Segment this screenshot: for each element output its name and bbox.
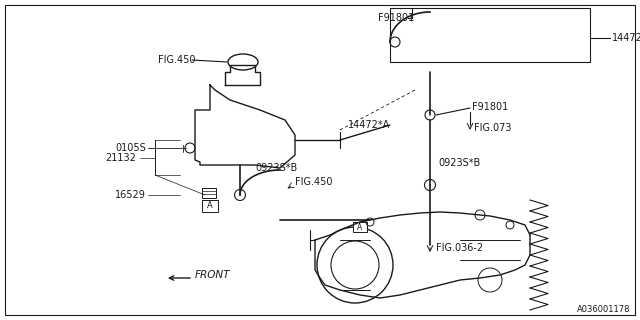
Text: F91801: F91801 xyxy=(378,13,414,23)
Text: 14472*B: 14472*B xyxy=(612,33,640,43)
Text: FIG.450: FIG.450 xyxy=(158,55,195,65)
Text: 21132: 21132 xyxy=(105,153,136,163)
Text: FRONT: FRONT xyxy=(195,270,230,280)
Text: A: A xyxy=(357,222,363,231)
Text: 0923S*B: 0923S*B xyxy=(255,163,297,173)
Text: 0105S: 0105S xyxy=(115,143,146,153)
Text: 16529: 16529 xyxy=(115,190,146,200)
Text: FIG.036-2: FIG.036-2 xyxy=(436,243,483,253)
Text: F91801: F91801 xyxy=(472,102,508,112)
Bar xyxy=(202,188,216,198)
Text: FIG.450: FIG.450 xyxy=(295,177,333,187)
Bar xyxy=(353,222,367,232)
Text: 0923S*B: 0923S*B xyxy=(438,158,480,168)
Text: FIG.073: FIG.073 xyxy=(474,123,511,133)
Text: 14472*A: 14472*A xyxy=(348,120,390,130)
Text: A036001178: A036001178 xyxy=(577,306,630,315)
Bar xyxy=(202,200,218,212)
Text: A: A xyxy=(207,202,213,211)
